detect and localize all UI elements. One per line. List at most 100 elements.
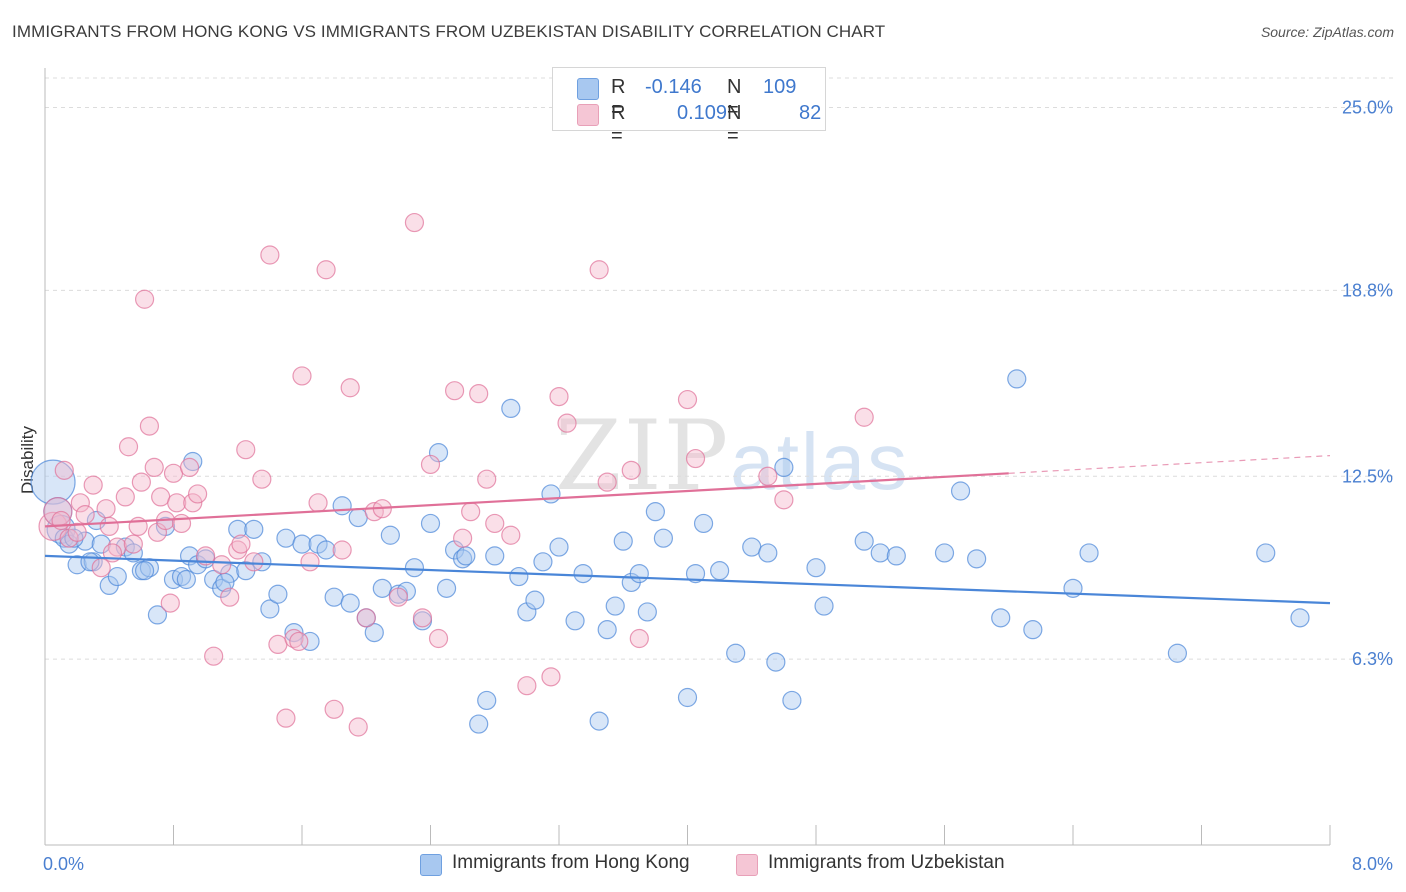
hong-kong-point bbox=[1007, 369, 1027, 389]
uzbekistan-point bbox=[75, 504, 95, 525]
hong-kong-point bbox=[774, 457, 794, 477]
series-legend: Immigrants from Hong Kong Immigrants fro… bbox=[0, 852, 1406, 878]
uzbekistan-point bbox=[469, 384, 489, 404]
hong-kong-point bbox=[340, 593, 360, 613]
hong-kong-point bbox=[183, 451, 203, 472]
legend-n-value: 82 bbox=[799, 102, 822, 124]
y-tick-label: 12.5% bbox=[1342, 466, 1393, 486]
uzbekistan-point bbox=[196, 546, 216, 566]
uzbekistan-point bbox=[388, 587, 408, 607]
hong-kong-point bbox=[372, 578, 392, 598]
hong-kong-point bbox=[710, 561, 730, 581]
uzbekistan-point bbox=[160, 593, 180, 613]
uzbekistan-point bbox=[453, 528, 473, 548]
legend-n-value: 109 bbox=[763, 76, 797, 98]
hong-kong-point bbox=[436, 578, 457, 598]
source-label: Source: ZipAtlas.com bbox=[1260, 24, 1394, 40]
uzbekistan-point bbox=[589, 260, 609, 280]
hong-kong-point bbox=[525, 590, 545, 610]
hong-kong-point bbox=[870, 543, 890, 563]
legend-swatch-uzbekistan bbox=[577, 104, 599, 126]
hong-kong-point bbox=[300, 631, 320, 652]
legend-r-key: R = bbox=[611, 102, 626, 147]
uzbekistan-point bbox=[115, 487, 135, 507]
hong-kong-point bbox=[420, 513, 441, 534]
hong-kong-point bbox=[244, 519, 264, 539]
hong-kong-point bbox=[469, 714, 489, 734]
uzbekistan-point bbox=[428, 628, 449, 649]
hong-kong-point bbox=[685, 563, 706, 584]
uzbekistan-point bbox=[96, 499, 116, 519]
watermark-atlas: atlas bbox=[730, 417, 910, 506]
hong-kong-point bbox=[1256, 543, 1276, 563]
hong-kong-point bbox=[806, 558, 826, 578]
hong-kong-point bbox=[380, 525, 400, 545]
hong-kong-point bbox=[742, 537, 762, 557]
uzbekistan-point bbox=[308, 493, 328, 513]
hong-kong-point bbox=[260, 599, 280, 619]
uzbekistan-point bbox=[597, 472, 617, 492]
uzbekistan-point bbox=[118, 437, 139, 457]
uzbekistan-point bbox=[260, 245, 280, 265]
uzbekistan-point bbox=[151, 487, 171, 507]
uzbekistan-point bbox=[144, 457, 164, 477]
uzbekistan-point bbox=[316, 260, 336, 280]
hong-kong-point bbox=[134, 561, 155, 581]
hong-kong-point bbox=[653, 528, 674, 548]
hong-kong-point bbox=[276, 528, 296, 548]
uzbekistan-point bbox=[292, 366, 312, 386]
uzbekistan-point bbox=[139, 416, 160, 436]
hong-kong-point bbox=[477, 690, 497, 711]
uzbekistan-point bbox=[444, 381, 465, 401]
hong-kong-point bbox=[176, 569, 196, 590]
uzbekistan-point bbox=[252, 469, 272, 489]
hong-kong-point bbox=[589, 711, 609, 731]
uzbekistan-point bbox=[461, 502, 481, 522]
uzbekistan-point bbox=[171, 513, 192, 534]
x-tick-label: 8.0% bbox=[1352, 854, 1393, 874]
hong-kong-point bbox=[252, 552, 272, 572]
hong-kong-point bbox=[284, 622, 304, 643]
uzbekistan-trendline-extension bbox=[1008, 455, 1331, 474]
x-tick-label: 0.0% bbox=[43, 854, 84, 874]
hong-kong-point bbox=[645, 502, 665, 522]
uzbekistan-point bbox=[54, 460, 74, 480]
y-axis-title: Disability bbox=[18, 425, 37, 494]
legend-swatch-uzbekistan bbox=[736, 854, 758, 876]
uzbekistan-point bbox=[629, 628, 649, 649]
uzbekistan-point bbox=[404, 212, 425, 233]
uzbekistan-point bbox=[758, 466, 778, 486]
hong-kong-point bbox=[64, 528, 84, 548]
hong-kong-point bbox=[967, 549, 987, 569]
uzbekistan-point bbox=[220, 587, 240, 607]
uzbekistan-point bbox=[412, 608, 433, 628]
hong-kong-point bbox=[549, 537, 569, 557]
hong-kong-point bbox=[726, 643, 746, 663]
hong-kong-point bbox=[107, 566, 127, 587]
hong-kong-point bbox=[456, 546, 476, 566]
hong-kong-point bbox=[485, 546, 505, 566]
uzbekistan-point bbox=[332, 540, 352, 560]
hong-kong-point bbox=[348, 507, 368, 528]
legend-label-uzbekistan: Immigrants from Uzbekistan bbox=[768, 852, 1005, 873]
hong-kong-point bbox=[332, 496, 352, 516]
hong-kong-point bbox=[364, 622, 384, 643]
uzbekistan-point bbox=[276, 708, 296, 728]
hong-kong-point bbox=[677, 687, 698, 708]
uzbekistan-point bbox=[236, 440, 256, 460]
uzbekistan-trendline bbox=[44, 472, 1009, 528]
uzbekistan-point bbox=[83, 475, 103, 495]
uzbekistan-point bbox=[123, 534, 143, 554]
hong-kong-point bbox=[1167, 643, 1188, 663]
hong-kong-point bbox=[228, 519, 248, 539]
hong-kong-point bbox=[758, 543, 778, 563]
uzbekistan-point bbox=[99, 516, 119, 537]
y-tick-label: 6.3% bbox=[1352, 649, 1393, 669]
hong-kong-point bbox=[782, 690, 802, 711]
hong-kong-point bbox=[324, 587, 344, 607]
uzbekistan-point bbox=[289, 631, 309, 652]
uzbekistan-point bbox=[348, 717, 368, 737]
uzbekistan-point bbox=[774, 490, 794, 510]
uzbekistan-point bbox=[420, 454, 441, 475]
